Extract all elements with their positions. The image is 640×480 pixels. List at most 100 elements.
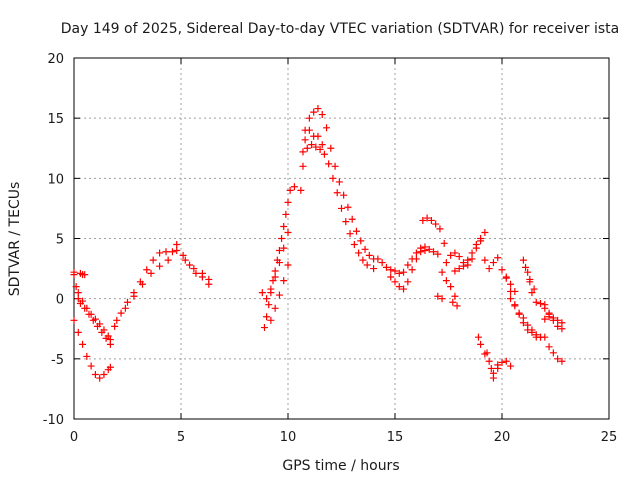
data-point [545, 343, 553, 351]
y-tick-label: 15 [47, 112, 64, 127]
series-arc-9b [483, 349, 502, 382]
data-point [111, 322, 119, 330]
data-point [156, 249, 164, 257]
data-point [263, 313, 271, 321]
data-point [487, 364, 495, 372]
data-point [156, 262, 164, 270]
data-point [198, 269, 206, 277]
data-point [100, 370, 108, 378]
data-point [258, 289, 266, 297]
data-point [526, 275, 534, 283]
data-point [427, 216, 435, 224]
data-point [106, 336, 114, 344]
data-point [554, 322, 562, 330]
data-point [79, 340, 87, 348]
data-point [477, 340, 485, 348]
series-arc-3 [111, 241, 213, 330]
data-point [481, 228, 489, 236]
data-point [275, 259, 283, 267]
data-point [511, 302, 519, 310]
data-point [558, 357, 566, 365]
x-tick-label: 15 [387, 430, 404, 445]
data-point [350, 241, 358, 249]
series-arc-6b [387, 247, 429, 293]
data-point [442, 277, 450, 285]
data-point [117, 309, 125, 317]
data-point [545, 310, 553, 318]
data-point [305, 126, 313, 134]
data-point [173, 241, 181, 249]
data-point [485, 357, 493, 365]
data-point [425, 245, 433, 253]
data-point [310, 108, 318, 116]
y-tick-label: 10 [47, 172, 64, 187]
data-point [186, 261, 194, 269]
data-point [468, 255, 476, 263]
data-point [280, 244, 288, 252]
series-arc-4c [267, 261, 292, 324]
data-point [329, 174, 337, 182]
data-point [455, 265, 463, 273]
data-point [124, 298, 131, 306]
data-point [320, 150, 328, 158]
data-point [355, 249, 363, 257]
axis-ticks: 0 5 10 15 20 25 -10 -5 0 5 10 15 20 [43, 52, 618, 445]
data-point [361, 245, 369, 253]
data-point [451, 292, 459, 300]
data-point [477, 235, 485, 242]
x-tick-label: 0 [70, 430, 78, 445]
series-arc-2 [70, 316, 114, 382]
data-point [267, 316, 275, 324]
data-point [312, 143, 320, 151]
data-point [363, 261, 371, 269]
data-point [104, 332, 112, 340]
series-arc-1c [76, 269, 89, 279]
data-point [179, 251, 187, 259]
data-point [290, 183, 298, 191]
data-point [507, 295, 515, 303]
data-point [352, 227, 360, 235]
data-point [149, 256, 157, 264]
data-point [391, 278, 399, 286]
y-axis-label: SDTVAR / TECUs [7, 182, 23, 297]
data-point [301, 136, 309, 144]
data-point [143, 266, 151, 274]
data-point [464, 256, 472, 264]
data-point [316, 145, 324, 153]
data-point [412, 249, 420, 257]
data-point [162, 248, 170, 256]
data-point [387, 273, 395, 281]
data-point [432, 220, 440, 228]
data-point [524, 268, 532, 276]
data-points [70, 105, 566, 382]
data-point [400, 285, 408, 293]
data-point [271, 267, 279, 275]
data-point [537, 299, 545, 307]
data-point [331, 162, 339, 170]
data-point [507, 280, 515, 288]
data-point [344, 203, 352, 211]
data-point [173, 247, 181, 255]
data-point [524, 326, 532, 334]
data-point [472, 241, 480, 249]
data-point [440, 239, 448, 247]
y-tick-label: 5 [56, 233, 64, 248]
series-arc-11 [519, 256, 553, 317]
data-point [519, 319, 527, 327]
data-point [455, 253, 463, 261]
data-point [515, 310, 523, 318]
data-point [442, 259, 450, 267]
data-point [421, 247, 429, 255]
data-point [96, 320, 104, 328]
data-point [164, 256, 172, 264]
chart-title: Day 149 of 2025, Sidereal Day-to-day VTE… [61, 21, 619, 37]
data-point [447, 251, 455, 259]
data-point [275, 291, 283, 299]
data-point [541, 315, 549, 323]
series-arc-1b [70, 268, 114, 344]
series-arc-7 [419, 214, 448, 247]
data-point [417, 248, 425, 256]
data-point [436, 225, 444, 233]
data-point [318, 141, 326, 149]
data-point [481, 256, 489, 264]
